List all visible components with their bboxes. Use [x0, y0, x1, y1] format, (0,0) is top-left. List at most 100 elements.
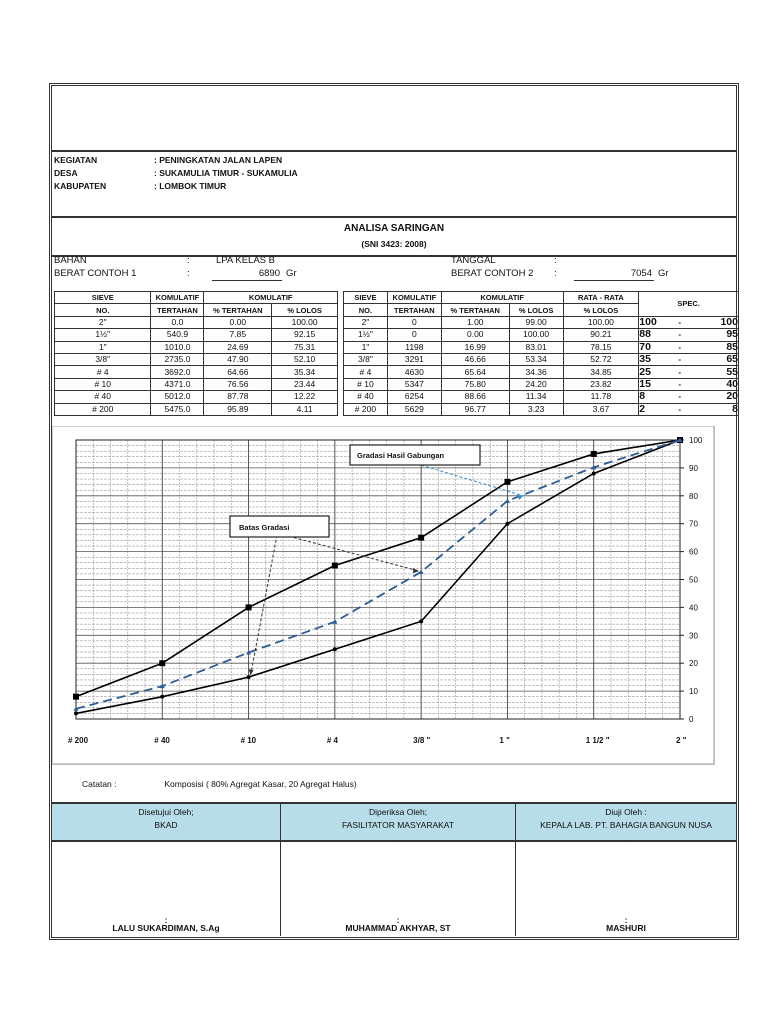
cell-sieve: 3/8"	[343, 352, 388, 367]
berat1-value: 6890	[212, 267, 282, 281]
cell-pct-tertahan: 7.85	[203, 328, 273, 342]
cell-dash: -	[662, 390, 697, 404]
header-blank-area	[52, 86, 736, 152]
cell-sieve: 1"	[343, 340, 388, 354]
table-row: 1" 1198 16.99 83.01 78.15 70-85	[343, 340, 739, 354]
cell-spec-min: 25	[638, 365, 663, 379]
y-tick-label: 90	[689, 464, 698, 473]
col-header-pct-lolos: % LOLOS	[271, 303, 338, 317]
cell-pct-lolos: 75.31	[271, 340, 338, 354]
table-row: # 200 5629 96.77 3.23 3.67 2-8	[343, 402, 739, 416]
series-line	[75, 439, 681, 710]
cell-pct-tertahan: 0.00	[440, 328, 510, 342]
cell-sieve: 1"	[53, 340, 152, 354]
col-header-rata: RATA - RATA	[562, 290, 640, 305]
y-tick-label: 40	[689, 603, 698, 612]
cell-pct-lolos: 3.23	[508, 402, 564, 416]
standard-label: (SNI 3423: 2008)	[361, 239, 427, 249]
table-row: 1" 1010.0 24.69 75.31	[53, 340, 338, 354]
cell-spec-max: 55	[696, 365, 739, 379]
info-value: : SUKAMULIA TIMUR - SUKAMULIA	[154, 168, 298, 178]
cell-pct-lolos: 12.22	[271, 390, 338, 404]
cell-tertahan: 5012.0	[150, 390, 205, 404]
bahan-value: LPA KELAS B	[216, 255, 275, 266]
signature-role: Diuji Oleh :	[605, 807, 647, 817]
cell-sieve: 1½"	[53, 328, 152, 342]
gradation-chart: 0 10 20 30 40 50 60 70 80 90 100 # 200 # 40 # 10 # 4 3/…	[52, 426, 715, 765]
col-header-komulatif: KOMULATIF	[386, 290, 442, 305]
x-tick-label: # 4	[327, 736, 339, 745]
cell-pct-tertahan: 96.77	[440, 402, 510, 416]
cell-pct-tertahan: 64.66	[203, 365, 273, 379]
note-text: Komposisi ( 80% Agregat Kasar, 20 Agrega…	[164, 779, 357, 789]
info-value: : LOMBOK TIMUR	[154, 181, 227, 191]
cell-pct-lolos: 4.11	[271, 402, 338, 416]
col-header-tertahan: TERTAHAN	[386, 303, 442, 317]
cell-rata: 23.82	[562, 377, 640, 392]
series-line	[75, 439, 681, 715]
col-header-komulatif-group: KOMULATIF	[203, 290, 338, 305]
signature-tested: Diuji Oleh : KEPALA LAB. PT. BAHAGIA BAN…	[516, 802, 736, 936]
cell-spec-max: 8	[696, 402, 739, 416]
cell-rata: 78.15	[562, 340, 640, 354]
cell-tertahan: 6254	[386, 390, 442, 404]
cell-pct-tertahan: 76.56	[203, 377, 273, 392]
signature-section: Disetujui Oleh; BKAD : LALU SUKARDIMAN, S…	[52, 802, 736, 936]
cell-sieve: # 4	[343, 365, 388, 379]
cell-dash: -	[662, 377, 697, 392]
y-tick-label: 10	[689, 687, 698, 696]
cell-dash: -	[662, 352, 697, 367]
y-tick-label: 60	[689, 548, 698, 557]
table-row: 3/8" 2735.0 47.90 52.10	[53, 352, 338, 367]
col-header-no: NO.	[343, 303, 388, 317]
cell-spec-max: 65	[696, 352, 739, 367]
cell-tertahan: 5629	[386, 402, 442, 416]
cell-rata: 90.21	[562, 328, 640, 342]
cell-pct-tertahan: 95.89	[203, 402, 273, 416]
signature-name: MASHURI	[606, 923, 646, 933]
cell-dash: -	[662, 328, 697, 342]
y-tick-label: 100	[689, 436, 703, 445]
cell-spec-min: 35	[638, 352, 663, 367]
table-row: # 200 5475.0 95.89 4.11	[53, 402, 338, 416]
signature-sep: :	[624, 915, 628, 925]
cell-spec-max: 20	[696, 390, 739, 404]
cell-rata: 3.67	[562, 402, 640, 416]
cell-tertahan: 0.0	[150, 315, 205, 330]
signature-org: FASILITATOR MASYARAKAT	[341, 820, 455, 830]
signature-dot: .	[624, 833, 628, 843]
cell-pct-lolos: 83.01	[508, 340, 564, 354]
colon: :	[554, 255, 557, 266]
info-label: KABUPATEN	[54, 181, 107, 191]
signature-approved: Disetujui Oleh; BKAD : LALU SUKARDIMAN, S…	[52, 802, 281, 936]
table-row: 2" 0 1.00 99.00 100.00 100-100	[343, 315, 739, 330]
y-tick-label: 20	[689, 659, 698, 668]
col-header-sieve: SIEVE	[53, 290, 152, 305]
cell-dash: -	[662, 402, 697, 416]
cell-pct-tertahan: 88.66	[440, 390, 510, 404]
cell-tertahan: 3692.0	[150, 365, 205, 379]
berat2-unit: Gr	[658, 268, 669, 279]
x-tick-label: # 40	[154, 736, 170, 745]
table-row: # 10 5347 75.80 24.20 23.82 15-40	[343, 377, 739, 392]
cell-tertahan: 0	[386, 328, 442, 342]
y-tick-label: 30	[689, 631, 698, 640]
colon: :	[187, 268, 190, 279]
cell-pct-lolos: 92.15	[271, 328, 338, 342]
annotation-batas-gradasi: Batas Gradasi	[239, 523, 289, 532]
cell-tertahan: 4371.0	[150, 377, 205, 392]
cell-spec-min: 2	[638, 402, 663, 416]
berat1-label: BERAT CONTOH 1	[54, 268, 137, 279]
table-row: 1½" 540.9 7.85 92.15	[53, 328, 338, 342]
sieve-table-sample-1: SIEVE KOMULATIF KOMULATIF NO. TERTAHAN %…	[53, 290, 338, 416]
x-tick-label: # 200	[68, 736, 89, 745]
cell-pct-tertahan: 0.00	[203, 315, 273, 330]
col-header-komulatif: KOMULATIF	[150, 290, 205, 305]
berat1-unit: Gr	[286, 268, 297, 279]
col-header-rata-lolos: % LOLOS	[562, 303, 640, 317]
y-tick-label: 80	[689, 492, 698, 501]
berat2-label: BERAT CONTOH 2	[451, 268, 534, 279]
cell-tertahan: 1010.0	[150, 340, 205, 354]
table-row: # 40 6254 88.66 11.34 11.78 8-20	[343, 390, 739, 404]
cell-pct-lolos: 100.00	[271, 315, 338, 330]
